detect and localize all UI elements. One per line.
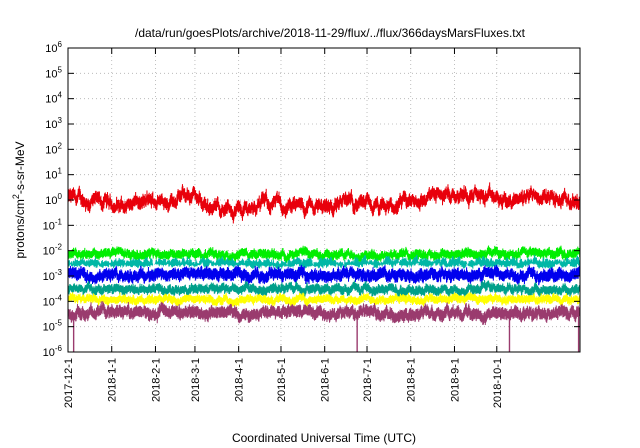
x-tick-label: 2017-12-1: [63, 358, 75, 408]
chart-title: /data/run/goesPlots/archive/2018-11-29/f…: [135, 26, 526, 40]
x-tick-label: 2018-5-1: [276, 358, 288, 402]
y-tick-label: 103: [45, 116, 62, 131]
x-tick-label: 2018-2-1: [150, 358, 162, 402]
y-tick-label: 105: [45, 65, 62, 80]
axes: 10-6 10-5 10-4 10-3 10-2 10-1 100 101 102 103 104 1…: [43, 40, 580, 408]
x-axis-title: Coordinated Universal Time (UTC): [232, 431, 416, 445]
y-tick-label: 10-1: [43, 217, 63, 232]
x-tick-label: 2018-1-1: [107, 358, 119, 402]
y-tick-label: 10-4: [43, 293, 63, 308]
y-tick-label: 106: [45, 40, 62, 55]
series-layer: [67, 182, 581, 352]
x-tick-label: 2018-4-1: [234, 358, 246, 402]
y-tick-label: 104: [45, 91, 62, 106]
series-line: [67, 279, 581, 298]
series-line: [67, 292, 581, 308]
series-line: [67, 245, 581, 263]
x-tick-label: 2018-10-1: [492, 358, 504, 408]
y-tick-label: 102: [45, 141, 62, 156]
x-tick-label: 2018-6-1: [320, 358, 332, 402]
series-line: [67, 182, 581, 224]
y-tick-label: 10-2: [43, 243, 63, 258]
y-tick-label: 10-3: [43, 268, 63, 283]
x-tick-label: 2018-8-1: [406, 358, 418, 402]
x-tick-label: 2018-9-1: [449, 358, 461, 402]
y-axis-title: protons/cm2-s-sr-MeV: [11, 141, 27, 258]
series-line: [67, 264, 581, 286]
x-tick-label: 2018-7-1: [362, 358, 374, 402]
series-line: [67, 301, 581, 326]
x-tick-label: 2018-3-1: [190, 358, 202, 402]
y-tick-label: 101: [45, 167, 62, 182]
y-tick-label: 100: [45, 192, 62, 207]
y-tick-label: 10-5: [43, 319, 63, 334]
y-tick-label: 10-6: [43, 344, 63, 359]
